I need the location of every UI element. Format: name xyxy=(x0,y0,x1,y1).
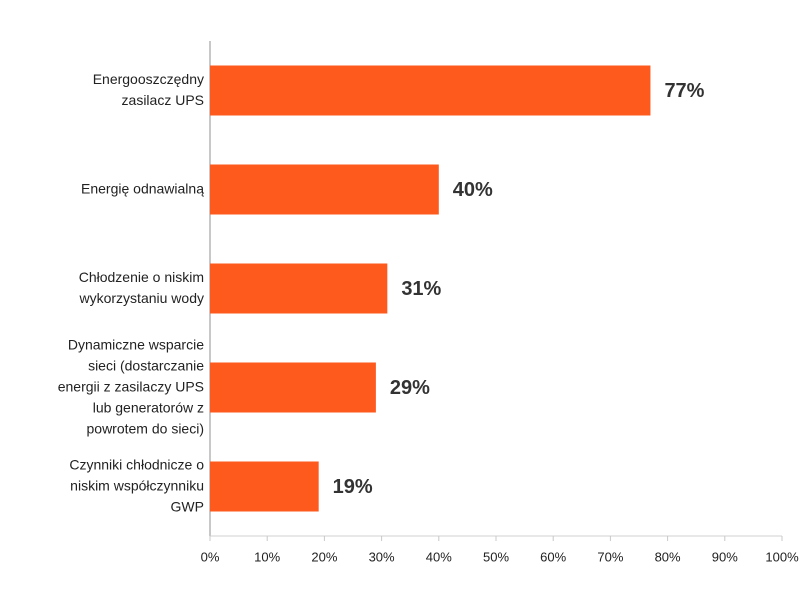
value-label: 40% xyxy=(453,179,493,201)
y-tick-label: Energię odnawialną xyxy=(81,180,204,196)
x-tick-label: 60% xyxy=(540,549,566,564)
value-label: 19% xyxy=(333,476,373,498)
x-tick-label: 30% xyxy=(369,549,395,564)
x-tick-label: 10% xyxy=(254,549,280,564)
bar xyxy=(210,461,319,512)
x-tick-label: 100% xyxy=(765,549,799,564)
bar xyxy=(210,65,651,116)
bar xyxy=(210,164,439,215)
y-tick-label: Energooszczędny zasilacz UPS xyxy=(93,71,204,108)
x-tick-label: 70% xyxy=(597,549,623,564)
x-tick-label: 0% xyxy=(201,549,220,564)
y-tick-label: Dynamiczne wsparcie sieci (dostarczanie en… xyxy=(58,336,204,436)
bar xyxy=(210,362,376,413)
x-tick-label: 20% xyxy=(311,549,337,564)
value-label: 77% xyxy=(664,80,704,102)
x-tick-label: 90% xyxy=(712,549,738,564)
x-tick-label: 40% xyxy=(426,549,452,564)
x-tick-label: 50% xyxy=(483,549,509,564)
y-tick-label: Czynniki chłodnicze o niskim współczynnik… xyxy=(69,456,204,514)
value-label: 31% xyxy=(401,278,441,300)
y-tick-label: Chłodzenie o niskim wykorzystaniu wody xyxy=(79,269,205,306)
value-label: 29% xyxy=(390,377,430,399)
bar xyxy=(210,263,388,314)
x-tick-label: 80% xyxy=(655,549,681,564)
